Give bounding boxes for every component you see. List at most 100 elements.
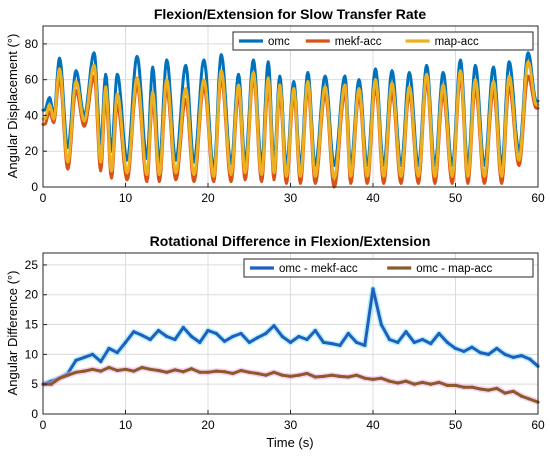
y-tick-label: 60 (25, 73, 39, 87)
bottom-chart-title: Rotational Difference in Flexion/Extensi… (150, 233, 431, 249)
x-tick-label: 50 (449, 191, 463, 205)
x-tick-label: 20 (201, 418, 215, 432)
data-point (140, 365, 144, 370)
data-point (313, 328, 317, 333)
data-point (371, 287, 375, 291)
data-point (305, 337, 309, 342)
top-panel: 0 10 20 30 40 50 60 0 20 40 60 80 Flexion/Extension… (5, 6, 545, 205)
data-point (297, 373, 301, 377)
x-tick-label: 30 (284, 191, 298, 205)
data-point (321, 374, 326, 378)
top-series (41, 51, 540, 189)
data-point (214, 331, 218, 336)
data-point (272, 324, 276, 328)
data-point (486, 388, 491, 392)
legend-item: omc - mekf-acc (250, 263, 358, 275)
data-point (206, 370, 210, 374)
data-point (305, 371, 309, 376)
data-point (222, 370, 227, 374)
data-point (346, 375, 350, 379)
data-point (511, 355, 515, 359)
data-point (354, 373, 359, 377)
data-point (396, 340, 400, 344)
data-point (288, 340, 293, 344)
x-tick-label: 30 (284, 418, 298, 432)
x-tick-label: 40 (366, 418, 380, 432)
data-point (280, 334, 284, 339)
data-point (495, 346, 499, 350)
data-point (57, 376, 62, 380)
data-point (74, 358, 78, 362)
data-point (445, 383, 449, 387)
data-point (470, 385, 474, 389)
data-point (189, 334, 194, 339)
legend-label: mekf-acc (335, 36, 382, 48)
y-tick-label: 15 (25, 318, 39, 332)
x-tick-label: 60 (531, 418, 545, 432)
data-point (330, 342, 334, 346)
data-point (379, 323, 383, 327)
data-point (140, 333, 144, 337)
data-point (346, 331, 350, 336)
data-point (429, 382, 433, 386)
data-point (272, 370, 276, 374)
data-point (495, 386, 499, 390)
data-point (404, 330, 408, 334)
x-tick-label: 0 (40, 418, 47, 432)
top-legend: omc mekf-acc map-acc (232, 31, 534, 51)
data-point (511, 389, 515, 393)
bottom-legend: omc - mekf-acc omc - map-acc (243, 258, 534, 278)
data-point (519, 354, 524, 358)
data-point (247, 370, 251, 374)
top-y-axis-label: Angular Displacement (°) (5, 34, 20, 179)
data-point (288, 374, 293, 378)
data-point (297, 334, 301, 339)
data-point (528, 397, 532, 401)
x-tick-label: 60 (531, 191, 545, 205)
y-tick-label: 80 (25, 37, 39, 51)
data-point (363, 343, 367, 347)
x-tick-label: 10 (119, 191, 133, 205)
series-line-map-acc (41, 60, 540, 180)
data-point (453, 346, 458, 350)
data-point (99, 359, 103, 364)
data-point (156, 368, 161, 373)
x-tick-label: 50 (449, 418, 463, 432)
y-tick-label: 5 (31, 377, 38, 391)
bottom-x-axis-label: Time (s) (266, 435, 313, 450)
data-point (115, 368, 119, 373)
x-tick-label: 20 (201, 191, 215, 205)
data-point (148, 367, 152, 371)
data-point (123, 340, 128, 344)
data-point (338, 374, 342, 378)
data-point (437, 380, 441, 384)
bottom-tick-labels: 0 10 20 30 40 50 60 0 5 10 15 20 25 (25, 258, 545, 432)
bottom-panel: 0 10 20 30 40 50 60 0 5 10 15 20 25 Rotational Diffe… (5, 233, 545, 450)
bottom-series (41, 285, 540, 405)
data-point (222, 339, 227, 343)
data-point (181, 370, 185, 374)
data-point (313, 375, 317, 379)
data-point (330, 373, 334, 377)
legend-box (232, 31, 534, 51)
y-tick-label: 10 (25, 347, 39, 361)
legend-item: omc (239, 36, 290, 48)
data-point (503, 391, 507, 395)
data-point (247, 340, 251, 344)
data-point (231, 371, 235, 376)
bottom-y-axis-label: Angular Difference (°) (5, 271, 20, 396)
data-point (123, 367, 128, 371)
data-point (264, 331, 268, 336)
data-point (321, 340, 326, 344)
data-point (371, 377, 375, 381)
data-point (453, 383, 458, 387)
data-point (206, 328, 210, 333)
legend-label: map-acc (435, 36, 479, 48)
data-point (354, 340, 359, 344)
data-point (74, 370, 78, 374)
data-point (396, 381, 400, 385)
legend-label: omc - mekf-acc (279, 263, 358, 275)
x-tick-label: 40 (366, 191, 380, 205)
data-point (412, 382, 416, 386)
